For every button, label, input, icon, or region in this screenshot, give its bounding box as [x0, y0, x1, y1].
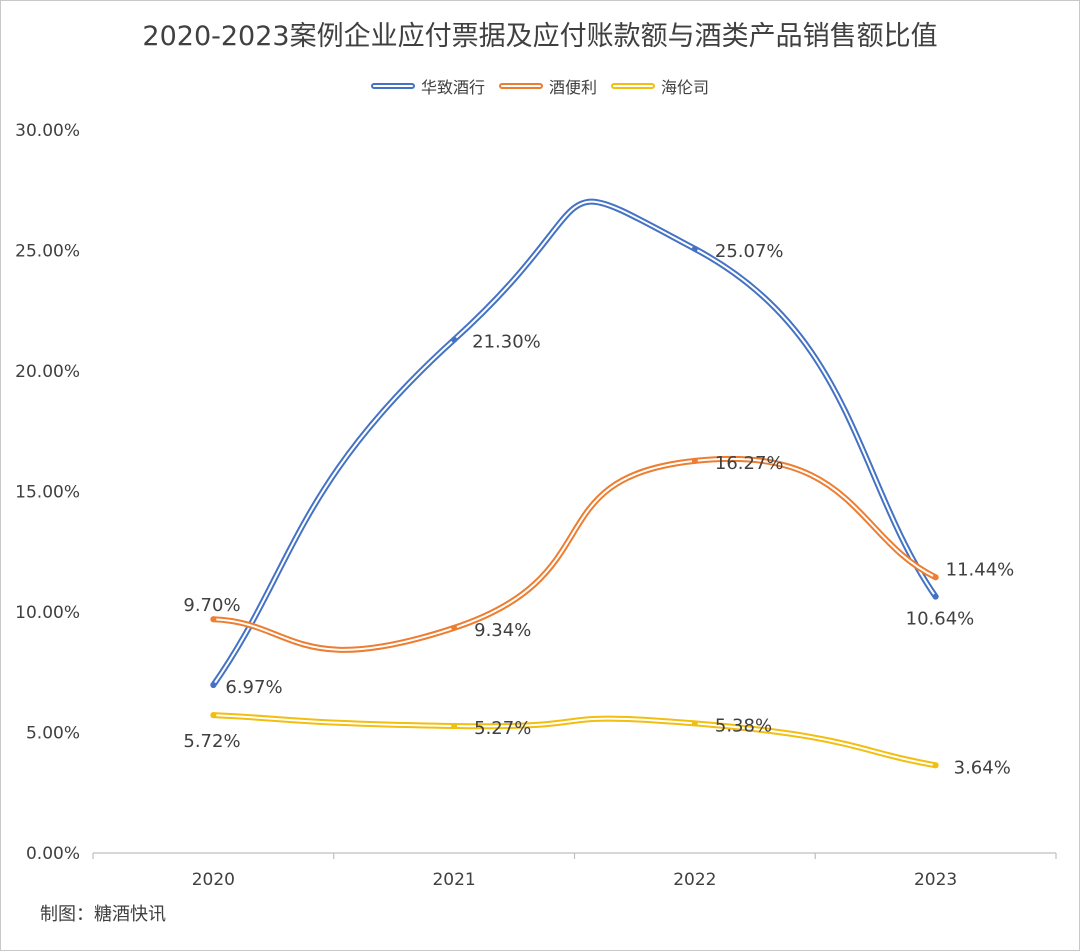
y-tick-label: 10.00% — [15, 603, 80, 623]
data-point — [210, 616, 217, 623]
data-point — [932, 593, 939, 600]
legend: 华致酒行 酒便利 海伦司 — [0, 74, 1080, 98]
series-line-outer — [210, 456, 939, 653]
data-label: 10.64% — [906, 609, 975, 630]
legend-swatch-huazhi — [370, 83, 415, 89]
data-point — [932, 574, 939, 581]
data-point — [451, 624, 458, 631]
y-tick-label: 5.00% — [26, 724, 80, 744]
data-point — [451, 336, 458, 343]
y-tick-label: 25.00% — [15, 242, 80, 262]
x-tick-label: 2020 — [192, 870, 235, 890]
data-label: 25.07% — [715, 241, 784, 262]
data-label: 9.34% — [474, 620, 531, 641]
data-point — [691, 457, 698, 464]
data-point — [451, 722, 458, 729]
source-note: 制图：糖酒快讯 — [40, 904, 166, 925]
legend-label-hailunsi: 海伦司 — [661, 78, 710, 97]
series-line-inner — [212, 458, 937, 651]
legend-item-jiubianli[interactable]: 酒便利 — [498, 74, 597, 98]
data-label: 6.97% — [225, 677, 282, 698]
legend-swatch-hailunsi — [611, 83, 655, 89]
data-label: 16.27% — [715, 453, 784, 474]
data-label: 21.30% — [472, 332, 541, 353]
y-tick-label: 20.00% — [15, 362, 80, 382]
data-label: 5.72% — [183, 731, 240, 752]
data-point — [691, 720, 698, 727]
legend-swatch-jiubianli — [498, 83, 543, 89]
data-point — [932, 762, 939, 769]
x-tick-label: 2023 — [914, 870, 957, 890]
series-line-outer — [210, 198, 939, 689]
legend-label-jiubianli: 酒便利 — [548, 78, 597, 97]
legend-item-huazhi[interactable]: 华致酒行 — [370, 74, 485, 98]
data-label: 5.27% — [474, 718, 531, 739]
legend-item-hailunsi[interactable]: 海伦司 — [611, 74, 709, 98]
data-point — [210, 712, 217, 719]
series-line-inner — [212, 714, 937, 767]
data-label: 5.38% — [715, 715, 772, 736]
data-label: 9.70% — [183, 595, 240, 616]
y-tick-label: 15.00% — [15, 483, 80, 503]
x-tick-label: 2021 — [432, 870, 475, 890]
series-line-inner — [212, 200, 937, 687]
y-tick-label: 30.00% — [15, 121, 80, 141]
y-tick-label: 0.00% — [26, 844, 80, 864]
data-label: 3.64% — [954, 757, 1011, 778]
chart-title: 2020-2023案例企业应付票据及应付账款额与酒类产品销售额比值 — [142, 21, 938, 52]
x-tick-label: 2022 — [673, 870, 716, 890]
data-point — [691, 245, 698, 252]
data-label: 11.44% — [946, 559, 1015, 580]
legend-label-huazhi: 华致酒行 — [420, 78, 485, 97]
data-point — [210, 682, 217, 689]
